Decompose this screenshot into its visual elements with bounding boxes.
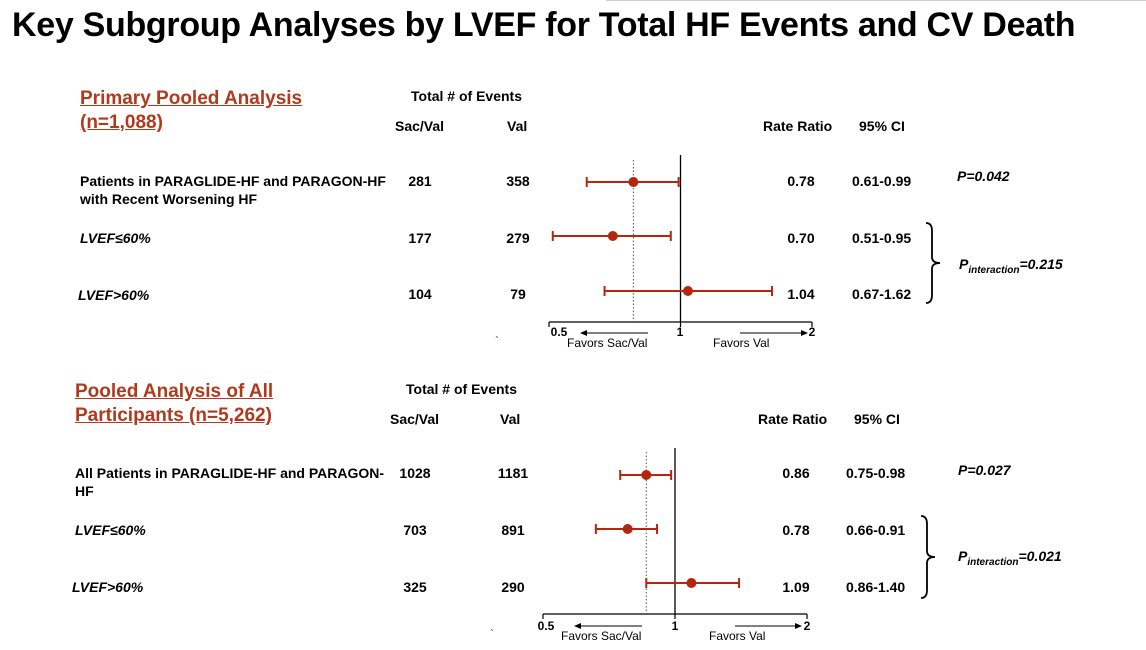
panel2-favors-right-arrowhead xyxy=(795,623,802,629)
panel2-tick-label-0: 0.5 xyxy=(537,619,555,633)
panel2-p-overall: P=0.027 xyxy=(958,462,1011,478)
panel1-row1-sacval: 281 xyxy=(408,173,432,189)
panel2-p-subscript: interaction xyxy=(967,556,1019,568)
panel2-row3-val: 290 xyxy=(501,579,525,595)
panel2-tick-label-2: 2 xyxy=(803,619,811,633)
panel2-title: Pooled Analysis of All Participants (n=5… xyxy=(75,380,273,428)
panel1-tick-label-0: 0.5 xyxy=(550,325,568,339)
panel2-sacval-header: Sac/Val xyxy=(390,411,440,427)
panel1-row2-point xyxy=(607,231,618,241)
panel1-val-header: Val xyxy=(507,118,528,134)
panel2-rate-ratio-header: Rate Ratio xyxy=(758,411,828,427)
panel2-row3-point xyxy=(686,578,697,588)
panel2-row3-rate-ratio: 1.09 xyxy=(782,579,810,595)
panel1-row1-ci: 0.61-0.99 xyxy=(852,173,912,189)
panel1-p-interaction-value: =0.215 xyxy=(1019,256,1063,272)
panel1-row2-label: LVEF≤60% xyxy=(80,230,151,246)
panel1-row2-val: 279 xyxy=(506,230,530,246)
panel2-p-interaction: Pinteraction=0.021 xyxy=(958,548,1062,568)
panel1-row1-val: 358 xyxy=(506,173,530,189)
panel1-row2-ci: 0.51-0.95 xyxy=(852,230,912,246)
panel1-title: Primary Pooled Analysis (n=1,088) xyxy=(80,87,302,135)
panel2-stray-mark: ` xyxy=(490,627,494,641)
panel1-row3-val: 79 xyxy=(510,286,526,302)
panel1-rate-ratio-header: Rate Ratio xyxy=(763,118,833,134)
panel2-row2-sacval: 703 xyxy=(403,522,427,538)
panel2-row2-val: 891 xyxy=(501,522,525,538)
panel1-row2-rate-ratio: 0.70 xyxy=(787,230,815,246)
panel1-p-letter: P xyxy=(959,256,969,272)
panel2-row3-label: LVEF>60% xyxy=(72,579,144,595)
panel1-tick-label-1: 1 xyxy=(676,325,684,339)
panel2-row1-rate-ratio: 0.86 xyxy=(782,465,810,481)
panel2-row2-point xyxy=(622,524,633,534)
panel2-p-letter: P xyxy=(958,548,968,564)
panel1-title-line1: Primary Pooled Analysis xyxy=(80,88,303,109)
panel1-favors-left-arrowhead xyxy=(580,330,587,336)
panel2-row1-point xyxy=(641,470,652,480)
panel2-row1-val: 1181 xyxy=(497,465,529,481)
panel1-sacval-header: Sac/Val xyxy=(395,118,445,134)
panel2-row1-label: All Patients in PARAGLIDE-HF and PARAGON… xyxy=(75,465,385,499)
panel2-title-line2: Participants (n=5,262) xyxy=(75,405,272,426)
panel1-favors-right: Favors Val xyxy=(713,336,770,350)
page-title: Key Subgroup Analyses by LVEF for Total … xyxy=(12,6,1076,44)
panel2-favors-left-arrowhead xyxy=(574,623,581,629)
panel1-p-subscript: interaction xyxy=(968,264,1020,276)
panel2-tick-label-1: 1 xyxy=(671,619,679,633)
panel1-row1-label: Patients in PARAGLIDE-HF and PARAGON-HF … xyxy=(80,173,386,207)
panel1-row1-point xyxy=(628,177,639,187)
panel2-row2-ci: 0.66-0.91 xyxy=(846,522,906,538)
panel1-p-overall: P=0.042 xyxy=(957,168,1010,184)
panel2-row3-ci: 0.86-1.40 xyxy=(846,579,906,595)
panel1-title-line2: (n=1,088) xyxy=(80,112,163,133)
panel2-total-events-header: Total # of Events xyxy=(406,381,517,397)
panel1-row3-ci: 0.67-1.62 xyxy=(852,286,912,302)
panel2-row2-label: LVEF≤60% xyxy=(75,522,146,538)
panel1-subgroup-brace xyxy=(925,222,941,304)
panel2-row1-ci: 0.75-0.98 xyxy=(846,465,906,481)
panel2-row1-sacval: 1028 xyxy=(399,465,431,481)
panel1-row2-sacval: 177 xyxy=(408,230,432,246)
panel1-p-interaction: Pinteraction=0.215 xyxy=(959,256,1063,276)
panel1-row3-sacval: 104 xyxy=(408,286,432,302)
panel1-favors-right-arrowhead xyxy=(801,330,808,336)
panel2-p-interaction-value: =0.021 xyxy=(1018,548,1062,564)
panel2-val-header: Val xyxy=(500,411,521,427)
panel2-subgroup-brace xyxy=(920,515,936,599)
panel2-ci-header: 95% CI xyxy=(854,411,900,427)
top-divider xyxy=(606,0,1146,1)
panel1-ci-header: 95% CI xyxy=(859,118,905,134)
panel2-row3-sacval: 325 xyxy=(403,579,427,595)
panel1-total-events-header: Total # of Events xyxy=(411,88,522,104)
panel2-row2-rate-ratio: 0.78 xyxy=(782,522,810,538)
panel1-stray-mark: ` xyxy=(495,334,499,348)
panel1-row1-rate-ratio: 0.78 xyxy=(787,173,815,189)
panel1-row3-rate-ratio: 1.04 xyxy=(787,286,815,302)
panel2-favors-right: Favors Val xyxy=(709,629,766,643)
panel1-favors-left: Favors Sac/Val xyxy=(567,336,648,350)
panel1-row3-point xyxy=(682,286,693,296)
panel1-row3-label: LVEF>60% xyxy=(78,287,150,303)
panel1-tick-label-2: 2 xyxy=(808,325,816,339)
panel2-title-line1: Pooled Analysis of All xyxy=(75,381,274,402)
panel2-favors-left: Favors Sac/Val xyxy=(561,629,642,643)
